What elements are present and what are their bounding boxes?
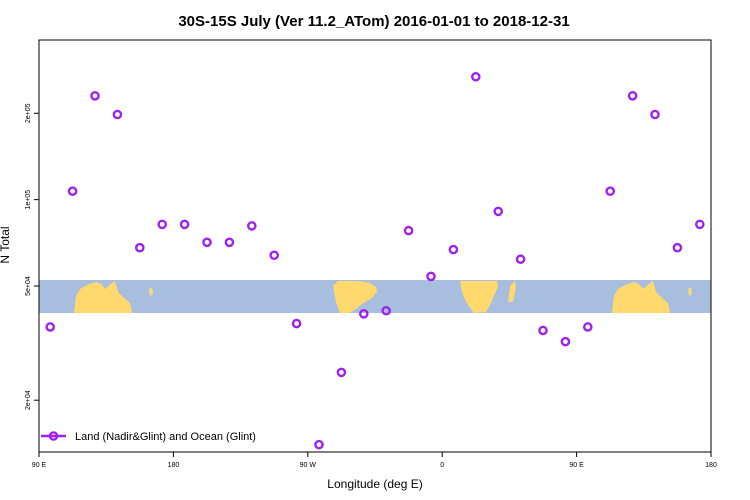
data-point [560, 336, 571, 347]
map-strip [39, 280, 711, 313]
x-tick-label: 180 [168, 462, 180, 469]
new-zealand-repeat-land [688, 287, 692, 296]
legend: Land (Nadir&Glint) and Ocean (Glint) [41, 431, 256, 443]
legend-label: Land (Nadir&Glint) and Ocean (Glint) [75, 431, 256, 443]
y-axis: 2e+04 5e+04 1e+05 2e+05 [25, 103, 39, 410]
africa-land [460, 281, 498, 313]
data-point [179, 219, 190, 230]
data-point [90, 91, 100, 101]
plot-frame [38, 39, 712, 453]
x-tick-label: 90 W [300, 462, 317, 469]
data-point [695, 219, 705, 230]
data-point [202, 237, 212, 248]
x-tick-label: 0 [440, 462, 444, 469]
y-tick-label: 5e+04 [25, 276, 32, 296]
data-point [246, 221, 257, 231]
data-point [269, 250, 280, 261]
legend-marker [48, 431, 59, 441]
land-masses [74, 281, 692, 313]
x-axis-label: Longitude (deg E) [327, 477, 422, 491]
data-point [515, 254, 526, 265]
data-point [426, 271, 436, 282]
x-axis: 90 E 180 90 W 0 90 E 180 [32, 452, 717, 469]
data-point [45, 322, 56, 332]
y-axis-label: N Total [0, 226, 12, 263]
data-point [112, 109, 123, 120]
y-tick-label: 2e+04 [25, 390, 32, 410]
data-point [381, 305, 392, 316]
x-tick-label: 90 E [569, 462, 584, 469]
data-point [291, 318, 302, 329]
south-america-land [333, 281, 377, 313]
new-zealand-land [149, 287, 153, 296]
data-point [672, 242, 683, 253]
data-point [224, 237, 235, 248]
data-point [448, 244, 459, 255]
data-point [314, 439, 324, 450]
data-point [134, 242, 145, 253]
data-point [583, 322, 593, 332]
x-tick-label: 90 E [32, 462, 47, 469]
x-tick-label: 180 [705, 462, 717, 469]
data-point [358, 309, 369, 319]
data-points [45, 71, 705, 450]
chart-title: 30S-15S July (Ver 11.2_ATom) 2016-01-01 … [178, 13, 569, 30]
madagascar-land [508, 281, 516, 302]
data-point [605, 186, 616, 197]
data-point [627, 91, 638, 101]
australia-repeat-land [612, 281, 670, 313]
ocean-band [39, 280, 711, 313]
data-point [403, 225, 414, 236]
y-tick-label: 1e+05 [25, 190, 32, 210]
australia-land [74, 281, 132, 313]
data-point [493, 206, 504, 217]
data-point [157, 219, 167, 230]
y-tick-label: 2e+05 [25, 103, 32, 123]
data-point [67, 186, 78, 197]
data-point [336, 367, 347, 378]
data-point [538, 325, 548, 336]
data-point [470, 71, 481, 82]
data-point [650, 109, 660, 120]
